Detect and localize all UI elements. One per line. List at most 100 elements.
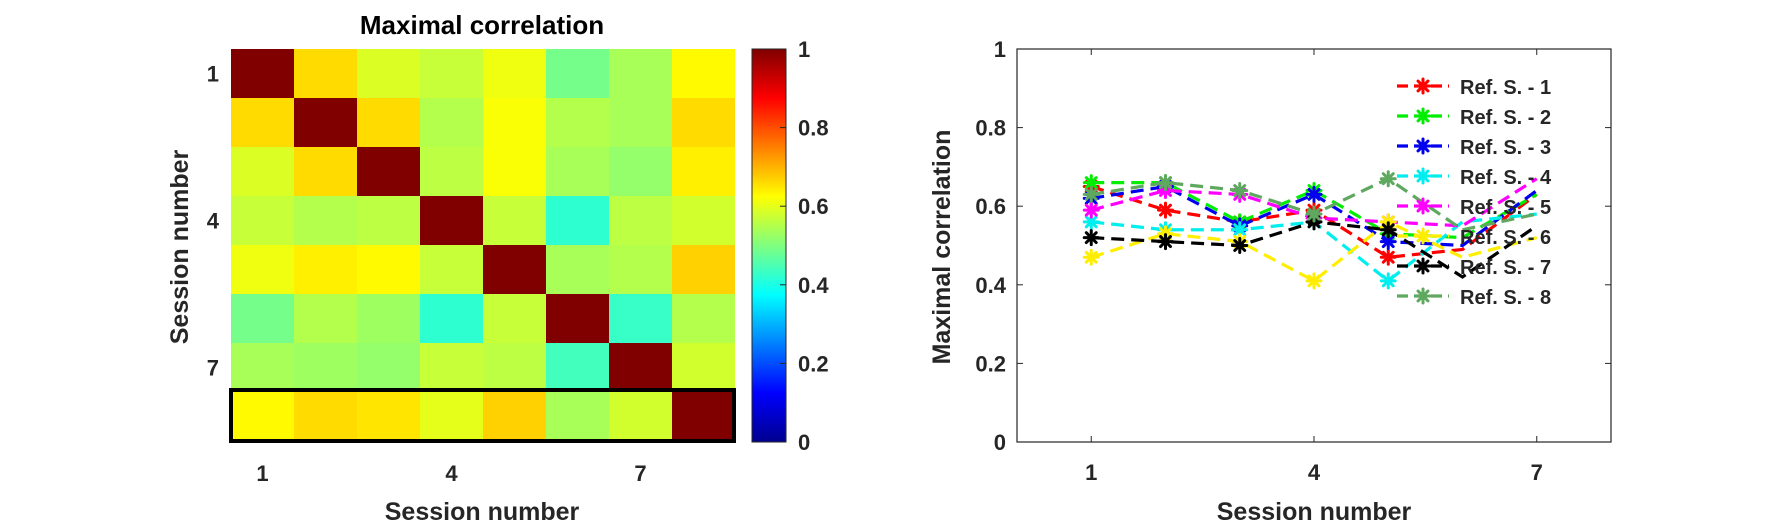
line-x-tick-label: 1 [1085, 460, 1097, 485]
series-4-marker [1379, 272, 1397, 290]
line-y-ticks: 0 0.2 0.4 0.6 0.8 1 [975, 37, 1611, 455]
heatmap-cell-r3-c4 [420, 147, 483, 196]
heatmap-x-tick-label: 4 [445, 461, 458, 486]
line-x-axis-label: Session number [1217, 498, 1412, 526]
heatmap-cell-r4-c4 [420, 196, 483, 245]
legend-item-2: Ref. S. - 2 [1397, 107, 1551, 129]
heatmap-cell-r8-c3 [357, 392, 420, 441]
legend-label: Ref. S. - 7 [1460, 257, 1551, 279]
heatmap-cell-r7-c6 [546, 343, 609, 392]
heatmap-y-ticks: 1 4 7 [207, 62, 220, 381]
legend-marker [1414, 227, 1432, 245]
heatmap-cell-r1-c2 [294, 49, 357, 98]
series-8-marker [1082, 185, 1100, 203]
legend-label: Ref. S. - 3 [1460, 137, 1551, 159]
heatmap-cell-r5-c5 [483, 245, 546, 294]
line-y-tick-label: 0.6 [975, 194, 1006, 219]
heatmap-cell-r2-c6 [546, 98, 609, 147]
legend-item-8: Ref. S. - 8 [1397, 287, 1551, 309]
legend-label: Ref. S. - 8 [1460, 287, 1551, 309]
heatmap-x-ticks: 1 4 7 [256, 461, 646, 486]
heatmap-cell-r7-c3 [357, 343, 420, 392]
legend-item-7: Ref. S. - 7 [1397, 257, 1551, 279]
legend-item-6: Ref. S. - 6 [1397, 227, 1551, 249]
heatmap-y-tick-label: 7 [207, 356, 219, 381]
series-5-marker [1082, 201, 1100, 219]
heatmap-cell-r1-c1 [231, 49, 294, 98]
series-4-marker [1231, 221, 1249, 239]
heatmap-cell-r3-c2 [294, 147, 357, 196]
line-y-axis-label: Maximal correlation [928, 130, 956, 365]
heatmap-y-tick-label: 4 [207, 209, 220, 234]
heatmap-cell-r3-c6 [546, 147, 609, 196]
colorbar-ticks: 0 0.2 0.4 0.6 0.8 1 [780, 37, 829, 455]
heatmap-cell-r4-c5 [483, 196, 546, 245]
line-y-tick-label: 0.2 [975, 351, 1006, 376]
colorbar: 0 0.2 0.4 0.6 0.8 1 [751, 37, 829, 455]
heatmap-cell-r4-c7 [609, 196, 672, 245]
series-1-marker [1157, 201, 1174, 219]
legend-marker [1414, 287, 1432, 305]
heatmap-cell-r5-c8 [672, 245, 735, 294]
heatmap-cell-r8-c6 [546, 392, 609, 441]
heatmap-x-tick-label: 1 [256, 461, 268, 486]
heatmap-cell-r5-c7 [609, 245, 672, 294]
heatmap-cell-r6-c5 [483, 294, 546, 343]
heatmap-cell-r7-c8 [672, 343, 735, 392]
colorbar-gradient [751, 48, 787, 443]
colorbar-tick-label: 0 [798, 430, 810, 455]
heatmap-cell-r6-c2 [294, 294, 357, 343]
heatmap-cell-r7-c4 [420, 343, 483, 392]
legend-marker [1414, 137, 1432, 155]
series-line-3 [1090, 184, 1538, 248]
heatmap-x-axis-label: Session number [385, 498, 580, 526]
heatmap-cell-r6-c4 [420, 294, 483, 343]
heatmap-cell-r2-c1 [231, 98, 294, 147]
series-3-marker [1379, 233, 1397, 251]
heatmap-cell-r5-c2 [294, 245, 357, 294]
series-8-marker [1157, 174, 1174, 192]
heatmap-cell-r8-c2 [294, 392, 357, 441]
legend-marker [1414, 257, 1432, 275]
heatmap-cell-r2-c5 [483, 98, 546, 147]
heatmap-cell-r2-c2 [294, 98, 357, 147]
series-1-marker [1379, 248, 1397, 266]
heatmap-cell-r2-c3 [357, 98, 420, 147]
series-7-marker [1082, 229, 1100, 247]
legend-item-1: Ref. S. - 1 [1397, 77, 1551, 99]
line-y-tick-label: 0 [994, 430, 1006, 455]
heatmap-cell-r3-c7 [609, 147, 672, 196]
heatmap-cell-r4-c8 [672, 196, 735, 245]
legend-item-3: Ref. S. - 3 [1397, 137, 1551, 159]
heatmap-y-axis-label: Session number [166, 149, 194, 344]
heatmap-cell-r7-c1 [231, 343, 294, 392]
series-7-marker [1157, 233, 1174, 251]
series-8 [1082, 170, 1538, 232]
heatmap-cell-r1-c7 [609, 49, 672, 98]
heatmap-cell-r8-c5 [483, 392, 546, 441]
heatmap-cell-r7-c2 [294, 343, 357, 392]
line-y-tick-label: 0.8 [975, 116, 1006, 141]
heatmap-cell-r2-c8 [672, 98, 735, 147]
heatmap-cell-r6-c1 [231, 294, 294, 343]
heatmap-cell-r3-c1 [231, 147, 294, 196]
heatmap-y-tick-label: 1 [207, 62, 219, 87]
heatmap-cell-r6-c7 [609, 294, 672, 343]
legend-label: Ref. S. - 2 [1460, 107, 1551, 129]
heatmap-highlight-box [229, 388, 736, 443]
legend-marker [1414, 167, 1432, 185]
heatmap-cell-r1-c3 [357, 49, 420, 98]
heatmap-cell-r2-c4 [420, 98, 483, 147]
heatmap-cell-r4-c2 [294, 196, 357, 245]
legend-marker [1414, 77, 1432, 95]
heatmap-cell-r8-c8 [672, 392, 735, 441]
heatmap-cell-r5-c1 [231, 245, 294, 294]
heatmap-cell-r8-c1 [231, 392, 294, 441]
colorbar-tick-label: 0.2 [798, 351, 829, 376]
heatmap-cell-r6-c3 [357, 294, 420, 343]
heatmap-cell-r7-c7 [609, 343, 672, 392]
heatmap-cell-r7-c5 [483, 343, 546, 392]
series-7-marker [1379, 221, 1397, 239]
line-x-ticks: 1 4 7 [1085, 49, 1543, 485]
